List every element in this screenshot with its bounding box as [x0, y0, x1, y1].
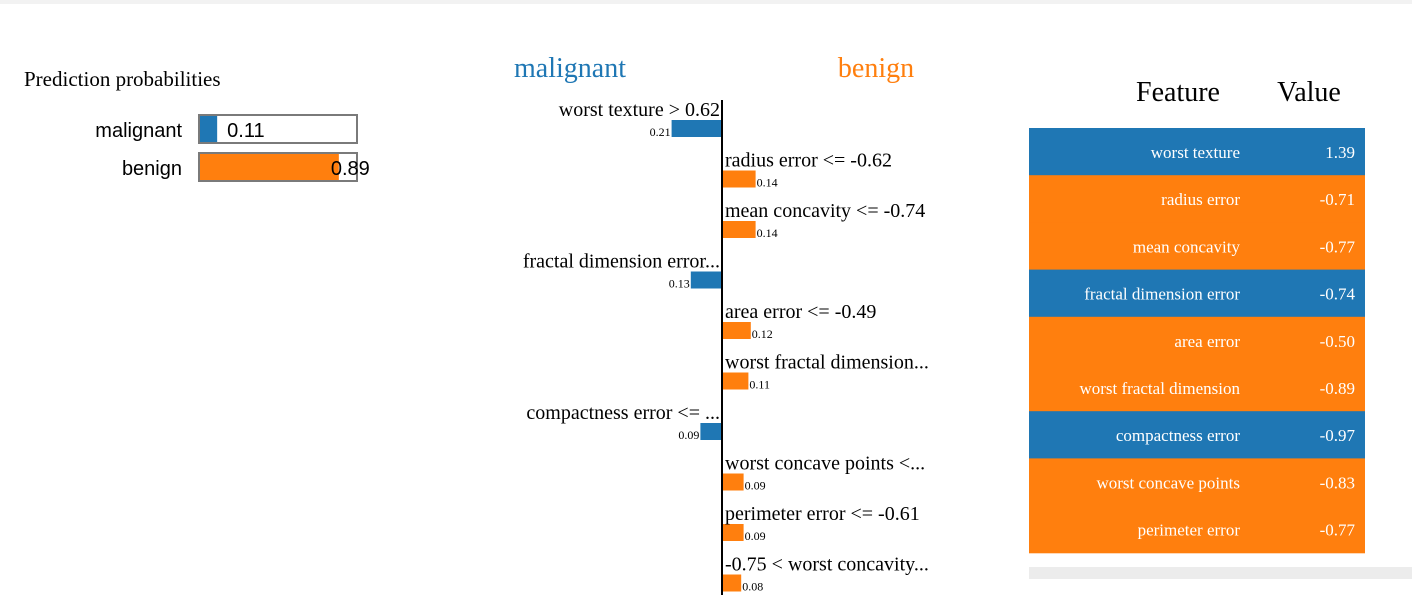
feature-weight-label: 0.21 — [650, 125, 671, 139]
table-row — [1029, 458, 1365, 507]
table-cell-feature: perimeter error — [1138, 521, 1241, 540]
feature-weight-label: 0.14 — [757, 226, 778, 240]
feature-bar — [722, 574, 742, 592]
class-label: malignant — [95, 120, 182, 142]
table-cell-feature: radius error — [1161, 190, 1240, 209]
feature-bar — [722, 170, 756, 188]
feature-weight-label: 0.12 — [752, 327, 773, 341]
table-cell-value: -0.77 — [1320, 521, 1356, 540]
table-cell-feature: worst concave points — [1096, 473, 1240, 492]
table-cell-value: -0.50 — [1320, 332, 1355, 351]
table-cell-feature: compactness error — [1116, 426, 1240, 445]
feature-value-table: Feature Value worst texture 1.39 radius er… — [1029, 77, 1412, 579]
table-cell-feature: worst fractal dimension — [1079, 379, 1240, 398]
feature-bar — [722, 322, 751, 339]
feature-weight-label: 0.13 — [669, 277, 690, 291]
table-header-feature: Feature — [1136, 77, 1220, 108]
feature-label: worst concave points <... — [725, 453, 925, 475]
prediction-probabilities-panel: Prediction probabilities malignant 0.11 be… — [24, 67, 370, 182]
probability-value: 0.11 — [227, 120, 264, 142]
table-cell-value: -0.97 — [1320, 426, 1356, 445]
top-border — [0, 0, 1412, 4]
feature-label: perimeter error <= -0.61 — [725, 503, 920, 525]
table-cell-value: 1.39 — [1325, 143, 1355, 162]
table-cell-feature: area error — [1174, 332, 1240, 351]
feature-label: worst fractal dimension... — [725, 352, 929, 374]
feature-contribution-chart: malignant benign worst texture > 0.62 0.2… — [514, 53, 929, 595]
table-cell-feature: mean concavity — [1133, 237, 1241, 256]
table-row — [1029, 364, 1365, 412]
probability-bar-fill — [200, 154, 339, 180]
table-row — [1029, 269, 1365, 318]
feature-bar — [700, 423, 722, 440]
table-row — [1029, 222, 1365, 271]
table-cell-feature: fractal dimension error — [1084, 285, 1240, 304]
table-cell-value: -0.71 — [1320, 190, 1355, 209]
feature-label: area error <= -0.49 — [725, 301, 876, 323]
feature-weight-label: 0.09 — [745, 529, 766, 543]
feature-weight-label: 0.14 — [757, 176, 778, 190]
feature-label: worst texture > 0.62 — [559, 99, 720, 121]
feature-bar — [722, 372, 749, 390]
table-cell-feature: worst texture — [1151, 143, 1240, 162]
feature-label: radius error <= -0.62 — [725, 150, 892, 172]
probability-value: 0.89 — [331, 158, 370, 180]
probability-bar-fill — [200, 116, 218, 142]
table-header-value: Value — [1277, 77, 1341, 108]
class-label: benign — [122, 158, 182, 180]
feature-weight-label: 0.08 — [742, 580, 763, 594]
table-row — [1029, 316, 1365, 365]
feature-bar — [722, 473, 744, 491]
prediction-probabilities-title: Prediction probabilities — [24, 67, 221, 91]
negative-class-title: malignant — [514, 53, 626, 84]
feature-label: compactness error <= ... — [526, 402, 720, 424]
table-scrollbar-track[interactable] — [1029, 567, 1412, 579]
table-row — [1029, 505, 1365, 554]
feature-bar — [690, 271, 722, 289]
table-row — [1029, 175, 1365, 223]
table-cell-value: -0.74 — [1320, 285, 1356, 304]
feature-label: mean concavity <= -0.74 — [725, 200, 925, 222]
feature-bar — [671, 120, 722, 137]
positive-class-title: benign — [838, 53, 914, 84]
table-cell-value: -0.77 — [1320, 237, 1356, 256]
feature-label: -0.75 < worst concavity... — [725, 554, 929, 576]
feature-weight-label: 0.11 — [749, 378, 770, 392]
feature-bar — [722, 221, 756, 238]
table-row — [1029, 411, 1365, 459]
table-row — [1029, 128, 1365, 176]
table-cell-value: -0.83 — [1320, 473, 1355, 492]
probability-bar-frame — [198, 114, 358, 144]
feature-weight-label: 0.09 — [745, 479, 766, 493]
feature-bar — [722, 524, 744, 541]
feature-weight-label: 0.09 — [678, 428, 699, 442]
table-cell-value: -0.89 — [1320, 379, 1355, 398]
feature-label: fractal dimension error... — [523, 251, 720, 273]
